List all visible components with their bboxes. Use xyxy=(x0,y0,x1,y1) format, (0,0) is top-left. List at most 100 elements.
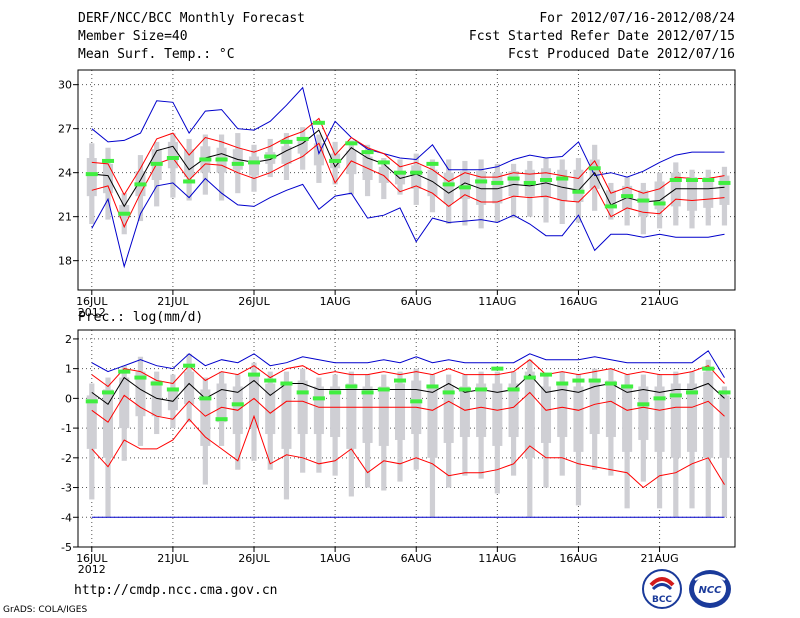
box-body xyxy=(281,146,292,164)
observed-marker xyxy=(669,393,682,398)
observed-marker xyxy=(572,378,585,383)
y-tick-label: 1 xyxy=(65,363,72,376)
series-spread-upper-line xyxy=(91,117,725,196)
box-body xyxy=(394,171,406,185)
box-body xyxy=(508,383,519,438)
x-tick-label: 1AUG xyxy=(320,552,351,565)
observed-marker xyxy=(442,182,455,187)
y-tick-label: -2 xyxy=(61,452,72,465)
observed-marker xyxy=(410,170,423,175)
observed-marker xyxy=(329,390,342,395)
box-body xyxy=(297,380,308,435)
box-body xyxy=(346,150,357,175)
observed-marker xyxy=(199,396,212,401)
box-body xyxy=(573,169,584,202)
box-body xyxy=(443,386,454,443)
x-tick-label: 16AUG xyxy=(559,552,597,565)
x-tick-label: 16JUL xyxy=(76,552,108,565)
observed-marker xyxy=(523,375,536,380)
y-tick-label: 2 xyxy=(65,333,72,346)
y-tick-label: 24 xyxy=(58,167,72,180)
box-body xyxy=(362,386,373,443)
box-body xyxy=(557,383,568,438)
box-body xyxy=(281,383,292,449)
observed-marker xyxy=(442,390,455,395)
y-tick-label: 0 xyxy=(65,392,72,405)
box-body xyxy=(265,383,276,435)
observed-marker xyxy=(296,390,309,395)
observed-marker xyxy=(604,381,617,386)
observed-marker xyxy=(312,396,325,401)
observed-marker xyxy=(280,381,293,386)
observed-marker xyxy=(150,381,163,386)
observed-marker xyxy=(685,390,699,395)
observed-marker xyxy=(621,384,634,389)
observed-marker xyxy=(653,396,666,401)
box-body xyxy=(492,172,503,204)
y-tick-label: -5 xyxy=(61,541,72,554)
observed-marker xyxy=(101,158,115,163)
observed-marker xyxy=(247,160,261,165)
observed-marker xyxy=(361,150,374,155)
box-body xyxy=(703,177,714,208)
box-body xyxy=(200,389,211,446)
box-body xyxy=(443,172,454,204)
observed-marker xyxy=(556,381,569,386)
observed-marker xyxy=(183,363,196,368)
observed-marker xyxy=(588,378,601,383)
box-body xyxy=(557,169,568,201)
box-body xyxy=(508,171,519,197)
observed-marker xyxy=(85,172,98,177)
box-body xyxy=(394,383,406,440)
y-tick-label: 18 xyxy=(58,255,72,268)
observed-marker xyxy=(118,369,131,374)
x-tick-label: 21AUG xyxy=(641,552,679,565)
year-label: 2012 xyxy=(78,306,106,319)
box-body xyxy=(589,159,600,189)
series-spread-upper-line xyxy=(91,359,725,388)
year-label: 2012 xyxy=(78,563,106,576)
box-body xyxy=(167,389,178,411)
website-url[interactable]: http://cmdp.ncc.cma.gov.cn xyxy=(74,583,278,598)
x-tick-label: 1AUG xyxy=(320,295,351,308)
bcc-logo-text: BCC xyxy=(652,595,672,605)
observed-marker xyxy=(85,399,98,404)
box-body xyxy=(492,383,503,446)
observed-marker xyxy=(539,372,553,377)
observed-marker xyxy=(475,387,488,392)
box-body xyxy=(703,371,714,458)
observed-marker xyxy=(621,194,634,199)
observed-marker xyxy=(345,141,358,146)
observed-marker xyxy=(702,366,715,371)
observed-marker xyxy=(426,384,439,389)
box-body xyxy=(476,383,487,438)
box-body xyxy=(346,383,357,449)
observed-marker xyxy=(329,158,342,163)
temperature-label: Mean Surf. Temp.: °C xyxy=(78,47,235,62)
observed-marker xyxy=(491,366,504,371)
chart-title: DERF/NCC/BCC Monthly Forecast xyxy=(78,11,305,26)
box-body xyxy=(297,137,308,154)
observed-marker xyxy=(150,161,163,166)
box-body xyxy=(670,172,681,207)
precipitation-panel: -5 -4 -3 -2 -1 0 1 2 16JUL 21JUL 26JUL 1AUG 6AUG 11AU… xyxy=(61,329,736,576)
observed-marker xyxy=(507,387,520,392)
box-body xyxy=(524,371,535,458)
box-body xyxy=(459,386,470,438)
y-tick-label: -1 xyxy=(61,422,72,435)
observed-marker xyxy=(653,201,666,206)
box-body xyxy=(216,383,227,423)
forecast-period: For 2012/07/16-2012/08/24 xyxy=(539,11,735,26)
x-tick-label: 16AUG xyxy=(559,295,597,308)
observed-marker xyxy=(523,180,536,185)
plot-frame xyxy=(77,329,736,548)
observed-marker xyxy=(426,161,439,166)
y-tick-label: 30 xyxy=(58,79,72,92)
box-body xyxy=(654,386,665,452)
x-tick-label: 11AUG xyxy=(478,552,516,565)
observed-marker xyxy=(604,204,617,209)
fcst-produced-date: Fcst Produced Date 2012/07/16 xyxy=(508,47,735,62)
box-body xyxy=(184,149,195,178)
box-body xyxy=(719,175,730,205)
